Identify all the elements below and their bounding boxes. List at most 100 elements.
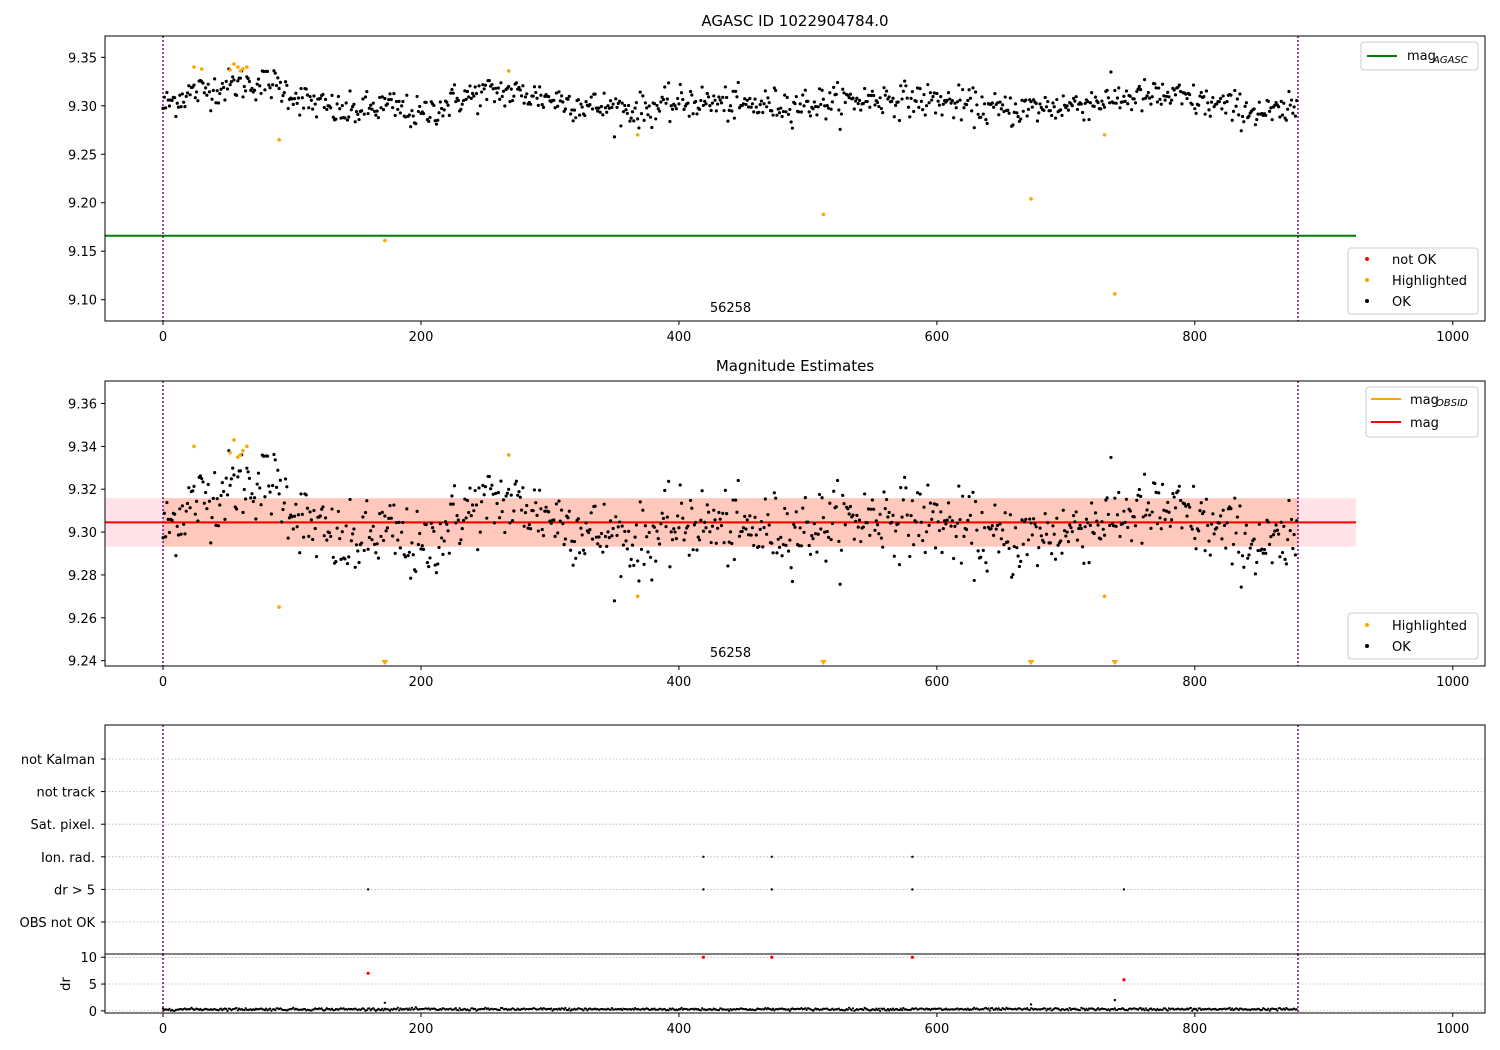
ok-point: [930, 98, 934, 102]
ok-point: [229, 80, 233, 84]
ok-point: [263, 495, 267, 499]
ok-point: [998, 100, 1002, 104]
ok-point: [281, 507, 285, 512]
ok-point: [865, 99, 869, 104]
ok-point: [1271, 533, 1276, 537]
ok-point: [1118, 534, 1122, 539]
ok-point: [282, 91, 286, 95]
ok-point: [579, 526, 583, 530]
ok-point: [679, 501, 684, 505]
ok-point: [436, 118, 440, 122]
ok-point: [338, 537, 342, 541]
ok-point: [202, 91, 206, 95]
ok-point: [629, 557, 633, 561]
dr-ok-point: [728, 1009, 731, 1012]
ok-point: [636, 559, 640, 563]
ok-point: [549, 521, 553, 525]
ok-point: [759, 520, 764, 524]
ok-point: [1128, 509, 1132, 513]
ok-point: [824, 117, 828, 121]
ok-point: [464, 516, 468, 520]
ok-point: [1150, 95, 1154, 99]
ok-point: [503, 104, 507, 108]
ok-point: [329, 106, 333, 110]
ok-point: [554, 91, 559, 95]
ok-point: [1234, 104, 1238, 108]
ok-point: [1277, 105, 1281, 109]
ok-point: [611, 102, 615, 106]
ok-point: [758, 102, 762, 107]
ok-point: [1209, 100, 1214, 104]
ok-point: [839, 548, 844, 552]
ok-point: [1155, 522, 1160, 526]
ok-point: [669, 104, 673, 108]
ok-point: [717, 510, 721, 515]
highlighted-point: [241, 67, 245, 71]
ok-point: [400, 104, 404, 108]
dr-ok-point: [265, 1007, 268, 1010]
ok-point: [786, 549, 791, 553]
ok-point: [624, 539, 628, 543]
ok-point: [790, 126, 795, 130]
ok-point: [781, 109, 785, 114]
ok-point: [534, 90, 538, 95]
ok-point: [418, 104, 422, 109]
ok-point: [161, 106, 165, 110]
ok-point: [708, 530, 712, 534]
ok-point: [881, 545, 885, 549]
ok-point: [209, 541, 213, 545]
ok-point: [719, 101, 724, 105]
dr-ok-point: [501, 1006, 504, 1010]
ok-point: [1282, 524, 1286, 528]
ok-point: [588, 527, 592, 532]
ok-point: [434, 122, 439, 126]
ok-point: [363, 510, 368, 515]
ok-point: [507, 487, 511, 491]
ok-point: [1025, 114, 1029, 118]
ok-point: [280, 99, 284, 103]
ok-point: [1046, 99, 1050, 104]
ok-point: [501, 89, 506, 93]
ok-point: [461, 518, 466, 523]
ok-point: [1153, 82, 1157, 86]
ok-point: [223, 98, 227, 102]
ok-point: [886, 515, 890, 519]
dr-ok-point: [837, 1007, 840, 1010]
ok-point: [1260, 547, 1264, 551]
ok-point: [695, 112, 699, 116]
ok-point: [900, 515, 904, 519]
ok-point: [1191, 83, 1196, 87]
ok-point: [823, 104, 827, 108]
ok-point: [246, 76, 250, 81]
ok-point: [808, 114, 813, 118]
ok-point: [950, 99, 954, 103]
ok-point: [185, 501, 190, 506]
dr-ok-point: [1049, 1007, 1052, 1010]
ok-point: [393, 551, 397, 555]
ok-point: [458, 541, 462, 546]
ok-point: [625, 111, 629, 116]
ok-point: [629, 116, 633, 120]
ok-point: [1287, 89, 1291, 94]
ok-point: [668, 119, 672, 124]
ok-point: [483, 83, 488, 87]
agasc-obsid-label: 56258: [710, 301, 751, 316]
ok-point: [383, 514, 387, 518]
ok-point: [1191, 484, 1196, 489]
dr-ok-point: [771, 1007, 775, 1010]
ok-point: [1169, 98, 1174, 102]
ok-point: [1070, 530, 1074, 534]
ok-point: [558, 99, 562, 103]
ok-point: [872, 93, 876, 98]
ok-point: [998, 522, 1002, 526]
ok-point: [1173, 93, 1178, 97]
ok-point: [276, 468, 280, 472]
ok-point: [873, 103, 877, 107]
ok-point: [905, 513, 909, 517]
ok-point: [225, 87, 230, 91]
offscale-highlighted-marker: [381, 660, 389, 665]
ok-point: [736, 478, 740, 483]
agasc-x-axis: 0 200 400 600 800 1000: [159, 321, 1469, 345]
dr-ok-point: [1113, 1007, 1116, 1010]
ok-point: [891, 513, 895, 517]
